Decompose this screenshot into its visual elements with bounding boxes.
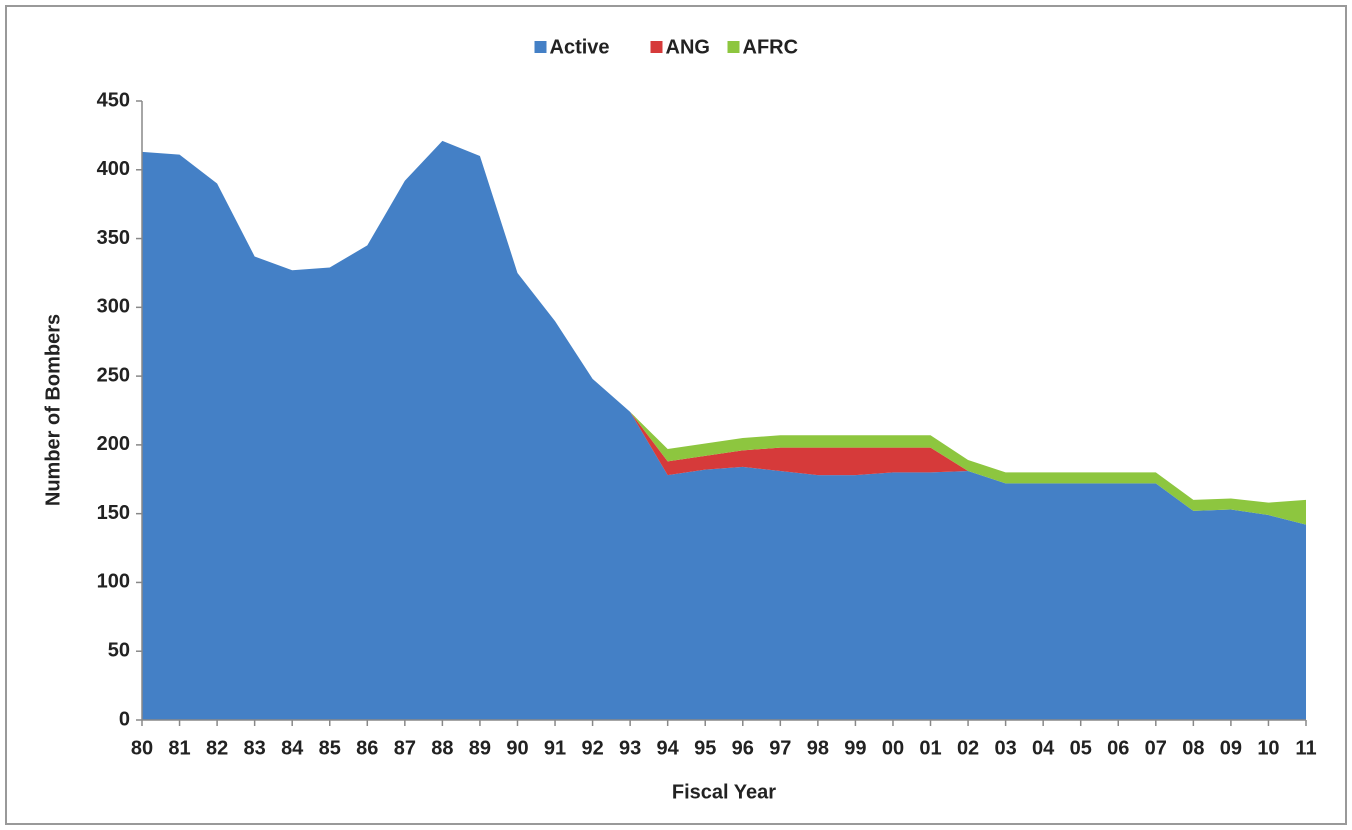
- legend-swatch: [727, 41, 740, 53]
- x-tick-label: 90: [506, 737, 528, 759]
- x-tick-label: 11: [1295, 737, 1316, 759]
- x-tick-label: 96: [732, 737, 754, 759]
- x-tick-label: 09: [1220, 737, 1242, 759]
- area: [142, 140, 1306, 720]
- y-tick-label: 50: [108, 640, 130, 662]
- y-tick-label: 300: [97, 296, 130, 318]
- x-tick-label: 89: [469, 737, 491, 759]
- x-tick-label: 81: [168, 737, 190, 759]
- x-tick-label: 10: [1257, 737, 1279, 759]
- y-tick-label: 450: [97, 89, 130, 111]
- x-tick-label: 08: [1182, 737, 1204, 759]
- legend-swatch: [650, 41, 663, 53]
- x-tick-label: 06: [1107, 737, 1129, 759]
- x-tick-label: 07: [1145, 737, 1167, 759]
- x-tick-label: 97: [769, 737, 791, 759]
- x-tick-label: 84: [281, 737, 304, 759]
- x-axis-label: Fiscal Year: [672, 781, 776, 803]
- x-tick-label: 92: [581, 737, 603, 759]
- area: [142, 140, 1306, 525]
- x-tick-label: 04: [1032, 737, 1055, 759]
- x-tick-label: 95: [694, 737, 716, 759]
- x-tick-label: 88: [431, 737, 453, 759]
- x-tick-label: 03: [994, 737, 1016, 759]
- x-tick-label: 05: [1070, 737, 1092, 759]
- x-tick-label: 93: [619, 737, 641, 759]
- y-tick-label: 200: [97, 433, 130, 455]
- x-tick-label: 02: [957, 737, 979, 759]
- x-tick-label: 99: [844, 737, 866, 759]
- x-tick-label: 00: [882, 737, 904, 759]
- y-axis-label: Number of Bombers: [42, 314, 64, 506]
- legend-label: AFRC: [743, 36, 799, 58]
- y-tick-label: 400: [97, 158, 130, 180]
- x-tick-label: 98: [807, 737, 829, 759]
- legend-label: Active: [550, 36, 610, 58]
- x-tick-label: 86: [356, 737, 378, 759]
- x-tick-label: 94: [657, 737, 680, 759]
- x-tick-label: 01: [919, 737, 941, 759]
- y-tick-label: 350: [97, 227, 130, 249]
- legend-swatch: [534, 41, 547, 53]
- x-tick-label: 85: [319, 737, 341, 759]
- y-tick-label: 0: [119, 708, 130, 730]
- legend-label: ANG: [666, 36, 710, 58]
- y-tick-label: 150: [97, 502, 130, 524]
- y-tick-label: 250: [97, 364, 130, 386]
- x-tick-label: 82: [206, 737, 228, 759]
- y-tick-label: 100: [97, 571, 130, 593]
- x-tick-label: 91: [544, 737, 566, 759]
- x-tick-label: 83: [244, 737, 266, 759]
- x-tick-label: 80: [131, 737, 153, 759]
- x-tick-label: 87: [394, 737, 416, 759]
